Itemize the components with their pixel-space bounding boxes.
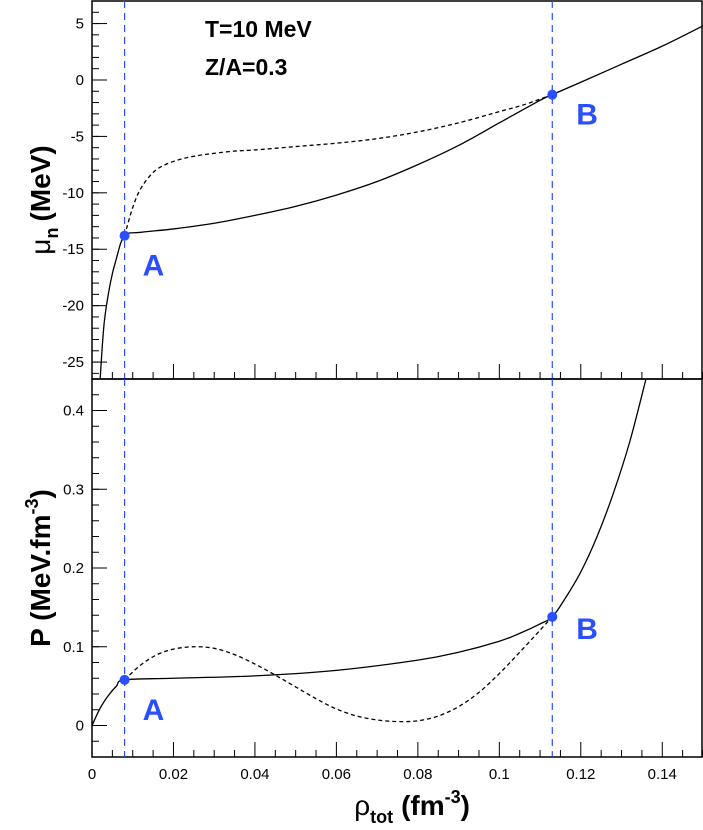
x-axis-title-unit: (fm [401,790,445,821]
x-axis-title-sup: -3 [445,787,461,807]
bot-point-a [119,674,130,685]
top-point-label-a: A [143,250,165,283]
x-tick-label: 0.04 [240,766,269,783]
top-y-ticks: 5 0 -5 -10 -15 -20 -25 [62,0,107,374]
top-y-axis-title-sub: n [42,228,62,239]
top-x-ticks [91,364,703,379]
top-y-tick-label: 5 [76,16,84,33]
bottom-y-axis-title-main: P (MeV.fm [25,515,56,647]
top-y-tick-label: -5 [71,128,84,145]
top-dashed-curve [123,94,553,236]
bot-y-tick-label: 0 [76,718,84,735]
top-y-axis-title-unit: (MeV) [25,145,56,221]
bottom-y-axis-title: P (MeV.fm-3) [22,489,56,647]
top-point-a [119,230,130,241]
bot-y-tick-label: 0.3 [63,481,84,498]
x-axis-title-close: ) [461,790,470,821]
bottom-plot-frame [91,378,703,758]
x-axis-title: ρtot (fm-3) [354,787,470,827]
x-axis-title-main: ρ [354,790,370,821]
bot-y-tick-label: 0.1 [63,639,84,656]
x-tick-label: 0.12 [566,766,595,783]
top-y-tick-label: -15 [62,241,84,258]
top-y-tick-label: -10 [62,185,84,202]
bottom-y-ticks: 0 0.1 0.2 0.3 0.4 [63,378,107,758]
bot-y-tick-label: 0.2 [63,560,84,577]
bot-point-label-b: B [576,613,598,646]
top-y-axis-title-main: μ [25,239,56,255]
x-tick-label: 0.06 [322,766,351,783]
top-y-tick-label: -25 [62,354,84,371]
top-panel: 50-5-10-15-20-25 AB T=10 MeV Z/A=0.3 μn(… [25,0,703,380]
bottom-points: AB [119,611,598,727]
x-tick-label: 0 [88,766,96,783]
top-points: AB [119,89,598,283]
x-tick-label: 0.08 [403,766,432,783]
bot-solid-curve [92,379,647,726]
x-tick-label: 0.02 [159,766,188,783]
bot-point-label-a: A [143,694,165,727]
top-y-tick-label: -20 [62,298,84,315]
top-plot-frame [91,0,703,380]
bottom-y-axis-title-close: ) [25,489,56,498]
x-tick-label: 0.14 [648,766,677,783]
bottom-curves [92,379,647,726]
bot-dashed-curve [124,616,553,723]
bot-point-b [547,611,558,622]
x-axis-title-sub: tot [370,807,393,827]
x-tick-label: 0.1 [489,766,510,783]
bottom-y-axis-title-sup: -3 [22,499,42,515]
top-vertical-guides [123,1,553,379]
bottom-panel: 0 0.1 0.2 0.3 0.4 0 0.02 0.04 0.06 0.08 0.1 0.12 0.… [22,378,703,827]
top-point-b [547,89,558,100]
bottom-vertical-guides [123,379,553,757]
top-solid-curve [99,25,703,379]
top-y-tick-label: 0 [76,72,84,89]
top-y-axis-title: μn (MeV) [25,145,62,254]
annotation-temperature: T=10 MeV [205,16,312,42]
top-curves [99,25,703,379]
top-point-label-b: B [576,99,598,132]
annotation-z-over-a: Z/A=0.3 [205,54,287,80]
bottom-x-ticks: 0 0.02 0.04 0.06 0.08 0.1 0.12 0.14 [88,742,703,783]
bot-y-tick-label: 0.4 [63,403,84,420]
